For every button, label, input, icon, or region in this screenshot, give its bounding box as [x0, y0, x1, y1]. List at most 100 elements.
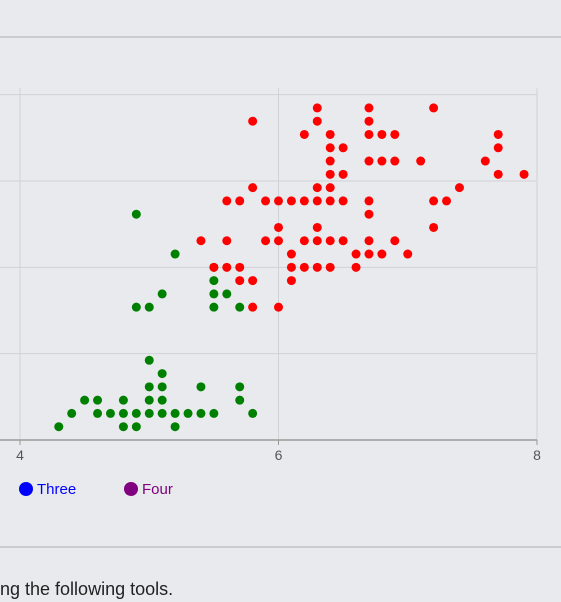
data-point: [299, 236, 309, 246]
data-point: [312, 103, 322, 113]
data-point: [80, 395, 90, 405]
data-point: [93, 395, 103, 405]
data-point: [338, 236, 348, 246]
data-point: [209, 408, 219, 418]
data-point: [157, 408, 167, 418]
x-tick-label: 6: [275, 447, 283, 463]
data-point: [170, 249, 180, 259]
data-point: [312, 196, 322, 206]
data-point: [390, 129, 400, 139]
data-point: [248, 408, 258, 418]
top-divider: [0, 36, 561, 38]
data-point: [325, 143, 335, 153]
bottom-divider: [0, 546, 561, 548]
data-point: [519, 169, 529, 179]
data-point: [248, 183, 258, 193]
data-point: [67, 408, 77, 418]
footer-text: ng the following tools.: [0, 579, 174, 599]
data-point: [118, 408, 128, 418]
data-point: [325, 169, 335, 179]
data-point: [235, 395, 245, 405]
data-point: [274, 222, 283, 232]
data-point: [235, 302, 245, 312]
data-point: [377, 156, 387, 166]
data-point: [170, 408, 180, 418]
data-point: [222, 196, 232, 206]
data-point: [54, 422, 64, 432]
data-point: [196, 236, 206, 246]
data-point: [157, 369, 167, 379]
legend-item: Four: [124, 481, 173, 498]
data-point: [325, 262, 335, 272]
grid: [0, 88, 538, 441]
scatter-chart: 4 6 8 Three Four: [0, 88, 541, 498]
data-point: [364, 116, 374, 126]
data-point: [222, 236, 232, 246]
data-point: [118, 395, 128, 405]
x-axis-ticks: 4 6 8: [16, 440, 541, 463]
data-point: [299, 196, 309, 206]
data-point: [351, 249, 361, 259]
data-point: [183, 408, 193, 418]
data-point: [286, 276, 296, 286]
data-point: [338, 169, 348, 179]
data-point: [390, 236, 400, 246]
data-point: [131, 422, 141, 432]
data-point: [338, 196, 348, 206]
data-point: [364, 129, 374, 139]
data-point: [299, 129, 309, 139]
data-point: [364, 196, 374, 206]
legend-marker: [124, 482, 138, 496]
data-point: [235, 382, 245, 392]
data-point: [338, 143, 348, 153]
data-point: [131, 408, 141, 418]
data-point: [274, 236, 283, 246]
data-point: [312, 222, 322, 232]
data-point: [248, 302, 258, 312]
data-point: [157, 289, 167, 299]
data-point: [261, 196, 271, 206]
data-point: [364, 249, 374, 259]
data-point: [157, 395, 167, 405]
data-point: [493, 169, 503, 179]
data-point: [493, 129, 503, 139]
data-point: [196, 408, 206, 418]
legend-item: Three: [19, 481, 76, 498]
data-point: [286, 262, 296, 272]
data-point: [493, 143, 503, 153]
data-point: [377, 129, 387, 139]
data-point: [312, 236, 322, 246]
data-point: [429, 196, 439, 206]
data-point: [222, 262, 232, 272]
data-point: [480, 156, 490, 166]
data-point: [209, 289, 219, 299]
data-points: [54, 103, 529, 432]
data-point: [312, 116, 322, 126]
data-point: [351, 262, 361, 272]
data-point: [235, 196, 245, 206]
data-point: [144, 382, 154, 392]
data-point: [364, 156, 374, 166]
data-point: [209, 276, 219, 286]
data-point: [196, 382, 206, 392]
data-point: [312, 183, 322, 193]
legend-label: Three: [37, 481, 76, 498]
data-point: [364, 209, 374, 219]
data-point: [248, 276, 258, 286]
data-point: [274, 196, 283, 206]
data-point: [144, 302, 154, 312]
data-point: [157, 382, 167, 392]
data-point: [118, 422, 128, 432]
data-point: [429, 222, 439, 232]
x-tick-label: 4: [16, 447, 24, 463]
data-point: [325, 183, 335, 193]
data-point: [325, 236, 335, 246]
data-point: [209, 302, 219, 312]
data-point: [429, 103, 439, 113]
data-point: [235, 276, 245, 286]
data-point: [442, 196, 452, 206]
data-point: [131, 302, 141, 312]
data-point: [454, 183, 464, 193]
data-point: [312, 262, 322, 272]
data-point: [274, 302, 283, 312]
